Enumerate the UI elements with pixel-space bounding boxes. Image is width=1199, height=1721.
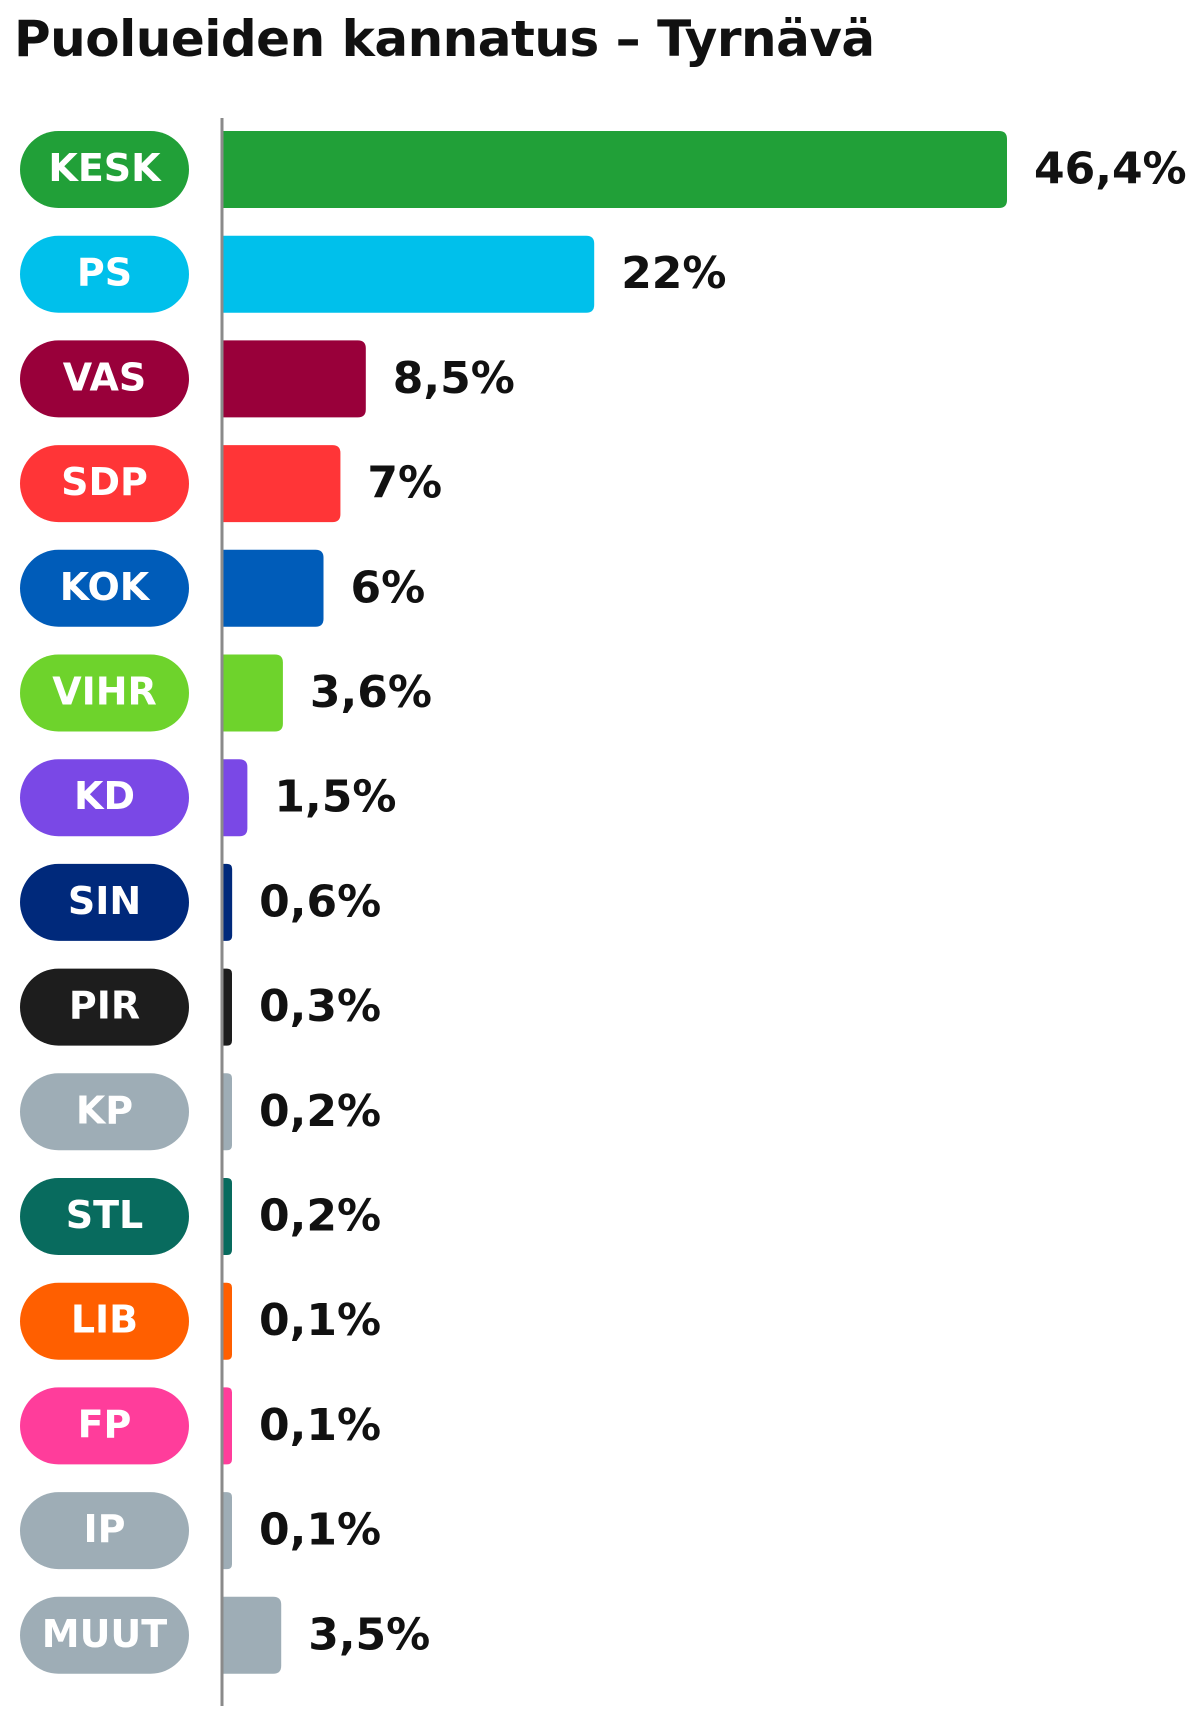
bar-kp bbox=[222, 1073, 232, 1151]
category-label-ps: PS bbox=[77, 251, 132, 295]
bar-stl bbox=[222, 1178, 232, 1255]
category-label-ip: IP bbox=[84, 1507, 126, 1551]
party-pill-sin bbox=[20, 863, 189, 941]
bar-row-kok: KOK 6% bbox=[20, 549, 426, 627]
value-label-fp: 0,1% bbox=[259, 1400, 381, 1451]
bar-row-vas: VAS 8,5% bbox=[20, 340, 515, 418]
bars-layer: KESK 46,4% PS 22% VAS 8,5% SDP 7% KOK 6% VIHR 3,6% K… bbox=[20, 131, 1187, 1674]
party-pill-kd bbox=[20, 759, 189, 837]
bar-ps bbox=[222, 235, 595, 313]
value-label-kesk: 46,4% bbox=[1034, 144, 1187, 195]
value-label-kd: 1,5% bbox=[274, 772, 396, 823]
value-label-ps: 22% bbox=[621, 248, 726, 299]
party-pill-vihr bbox=[20, 654, 189, 732]
bar-row-fp: FP 0,1% bbox=[20, 1387, 381, 1465]
value-label-stl: 0,2% bbox=[259, 1191, 381, 1242]
bar-vihr bbox=[222, 654, 283, 732]
value-label-sin: 0,6% bbox=[259, 876, 381, 927]
category-label-sdp: SDP bbox=[61, 460, 148, 504]
category-label-vihr: VIHR bbox=[52, 670, 157, 714]
category-label-kd: KD bbox=[74, 774, 135, 818]
value-label-pir: 0,3% bbox=[259, 981, 381, 1032]
bar-row-ip: IP 0,1% bbox=[20, 1492, 381, 1570]
party-pill-kp bbox=[20, 1073, 189, 1151]
bar-row-lib: LIB 0,1% bbox=[20, 1282, 381, 1360]
bar-pir bbox=[222, 968, 232, 1046]
party-pill-sdp bbox=[20, 445, 189, 523]
category-label-kp: KP bbox=[76, 1088, 133, 1132]
chart-title: Puolueiden kannatus – Tyrnävä bbox=[14, 10, 875, 68]
bar-sdp bbox=[222, 445, 341, 523]
bar-row-kp: KP 0,2% bbox=[20, 1073, 381, 1151]
bar-row-sin: SIN 0,6% bbox=[20, 863, 381, 941]
bar-row-ps: PS 22% bbox=[20, 235, 727, 313]
category-label-pir: PIR bbox=[69, 984, 140, 1028]
value-label-lib: 0,1% bbox=[259, 1295, 381, 1346]
bar-sin bbox=[222, 863, 233, 941]
bar-row-kesk: KESK 46,4% bbox=[20, 131, 1187, 208]
party-pill-vas bbox=[20, 340, 189, 418]
value-label-kp: 0,2% bbox=[259, 1086, 381, 1137]
value-label-vihr: 3,6% bbox=[310, 667, 432, 718]
value-label-muut: 3,5% bbox=[308, 1609, 430, 1660]
bar-kok bbox=[222, 549, 324, 627]
party-pill-kok bbox=[20, 549, 189, 627]
bar-row-muut: MUUT 3,5% bbox=[20, 1596, 430, 1674]
category-label-lib: LIB bbox=[71, 1298, 138, 1342]
party-pill-lib bbox=[20, 1282, 189, 1360]
bar-ip bbox=[222, 1492, 232, 1570]
bar-vas bbox=[222, 340, 366, 418]
value-label-sdp: 7% bbox=[367, 458, 442, 509]
category-label-kok: KOK bbox=[60, 565, 151, 609]
category-label-kesk: KESK bbox=[48, 146, 162, 190]
category-label-sin: SIN bbox=[68, 879, 141, 923]
party-pill-muut bbox=[20, 1596, 189, 1674]
party-pill-fp bbox=[20, 1387, 189, 1465]
party-pill-ps bbox=[20, 235, 189, 313]
bar-row-pir: PIR 0,3% bbox=[20, 968, 381, 1046]
bar-row-stl: STL 0,2% bbox=[20, 1178, 381, 1255]
bar-lib bbox=[222, 1282, 232, 1360]
bar-muut bbox=[222, 1596, 282, 1674]
bar-kd bbox=[222, 759, 248, 837]
party-pill-pir bbox=[20, 968, 189, 1046]
category-label-vas: VAS bbox=[63, 355, 147, 399]
value-label-vas: 8,5% bbox=[393, 353, 515, 404]
party-pill-kesk bbox=[20, 131, 189, 208]
bar-row-sdp: SDP 7% bbox=[20, 445, 442, 523]
party-pill-stl bbox=[20, 1178, 189, 1255]
party-pill-ip bbox=[20, 1492, 189, 1570]
bar-row-vihr: VIHR 3,6% bbox=[20, 654, 432, 732]
value-label-kok: 6% bbox=[351, 562, 426, 613]
bar-fp bbox=[222, 1387, 232, 1465]
bar-row-kd: KD 1,5% bbox=[20, 759, 396, 837]
bar-kesk bbox=[222, 131, 1007, 208]
value-label-ip: 0,1% bbox=[259, 1505, 381, 1556]
category-label-muut: MUUT bbox=[42, 1612, 168, 1656]
category-label-fp: FP bbox=[78, 1402, 132, 1446]
category-label-stl: STL bbox=[66, 1193, 144, 1237]
